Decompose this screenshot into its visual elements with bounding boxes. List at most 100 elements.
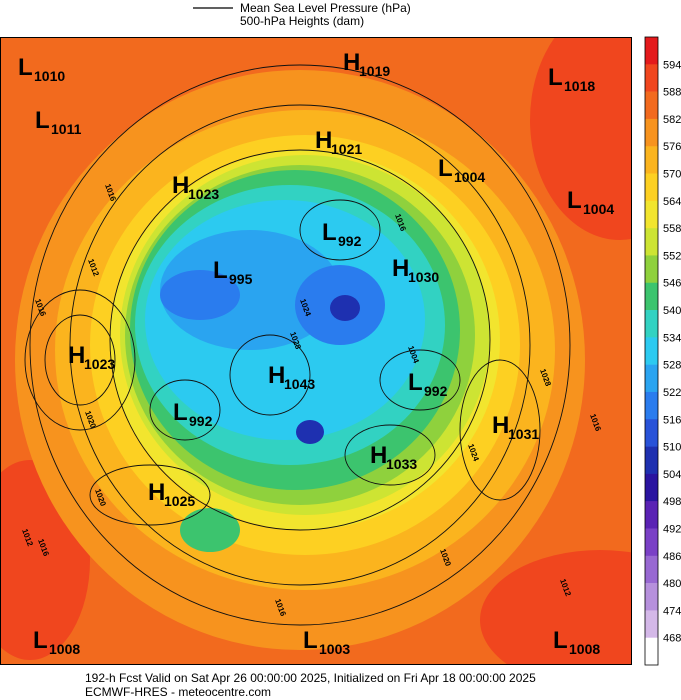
colorbar-label: 498 bbox=[663, 496, 681, 508]
center-value: 1008 bbox=[49, 641, 80, 657]
center-letter: H bbox=[492, 412, 509, 439]
colorbar-label: 522 bbox=[663, 387, 681, 399]
colorbar-swatch bbox=[645, 446, 658, 475]
colorbar-swatch bbox=[645, 91, 658, 120]
center-letter: L bbox=[322, 219, 337, 246]
pressure-center: L 992 bbox=[322, 219, 362, 249]
colorbar-swatch bbox=[645, 64, 658, 92]
center-letter: H bbox=[172, 172, 189, 199]
pressure-center: L 1008 bbox=[553, 627, 600, 657]
center-value: 1033 bbox=[386, 456, 417, 472]
center-letter: L bbox=[553, 627, 568, 654]
colorbar-label: 474 bbox=[663, 605, 681, 617]
colorbar-swatch bbox=[645, 528, 658, 557]
pressure-center: L 1003 bbox=[303, 627, 350, 657]
colorbar-label: 582 bbox=[663, 114, 681, 126]
center-letter: L bbox=[408, 369, 423, 396]
colorbar-label: 570 bbox=[663, 169, 681, 181]
colorbar-swatch bbox=[645, 310, 658, 338]
colorbar-label: 516 bbox=[663, 414, 681, 426]
colorbar-swatch bbox=[645, 473, 658, 502]
center-value: 1003 bbox=[319, 641, 350, 657]
colorbar-swatch bbox=[645, 173, 658, 202]
pressure-center: L 995 bbox=[213, 257, 253, 287]
center-letter: H bbox=[148, 479, 165, 506]
center-value: 1021 bbox=[331, 141, 362, 157]
pressure-center: L 992 bbox=[173, 399, 213, 429]
pressure-center: L 992 bbox=[408, 369, 448, 399]
colorbar-label: 528 bbox=[663, 360, 681, 372]
colorbar-label: 576 bbox=[663, 141, 681, 153]
center-letter: L bbox=[35, 107, 50, 134]
center-letter: L bbox=[213, 257, 228, 284]
center-value: 992 bbox=[338, 233, 362, 249]
center-letter: H bbox=[68, 342, 85, 369]
colorbar-label: 492 bbox=[663, 523, 681, 535]
legend-text: 500-hPa Heights (dam) bbox=[240, 14, 364, 28]
colorbar-label: 552 bbox=[663, 250, 681, 262]
colorbar-swatch bbox=[645, 555, 658, 584]
colorbar-swatch bbox=[645, 200, 658, 229]
center-value: 1023 bbox=[188, 186, 219, 202]
center-value: 995 bbox=[229, 271, 253, 287]
colorbar-frame bbox=[644, 36, 659, 666]
center-letter: H bbox=[315, 127, 332, 154]
map-frame bbox=[0, 37, 632, 665]
colorbar-label: 510 bbox=[663, 442, 681, 454]
pressure-center: L 1004 bbox=[438, 155, 485, 185]
colorbar-swatch bbox=[645, 391, 658, 420]
colorbar-label: 468 bbox=[663, 633, 681, 645]
center-letter: L bbox=[548, 64, 563, 91]
colorbar-label: 546 bbox=[663, 278, 681, 290]
colorbar-label: 588 bbox=[663, 87, 681, 99]
center-value: 1004 bbox=[454, 169, 485, 185]
colorbar-swatch bbox=[645, 364, 658, 393]
pressure-center: L 1018 bbox=[548, 64, 595, 94]
colorbar-label: 564 bbox=[663, 196, 681, 208]
colorbar-swatch bbox=[645, 637, 658, 666]
pressure-center: L 1011 bbox=[35, 107, 82, 137]
center-letter: L bbox=[438, 155, 453, 182]
center-value: 1004 bbox=[583, 201, 614, 217]
pressure-center: L 1010 bbox=[18, 54, 65, 84]
center-value: 1025 bbox=[164, 493, 195, 509]
colorbar-swatch bbox=[645, 37, 658, 65]
center-letter: L bbox=[33, 627, 48, 654]
center-letter: L bbox=[18, 54, 33, 81]
colorbar-swatch bbox=[645, 146, 658, 174]
center-value: 1043 bbox=[284, 376, 315, 392]
center-value: 1030 bbox=[408, 269, 439, 285]
colorbar-swatch bbox=[645, 583, 658, 611]
colorbar-swatch bbox=[645, 501, 658, 529]
center-value: 1011 bbox=[51, 121, 82, 137]
colorbar-label: 486 bbox=[663, 551, 681, 563]
center-value: 1018 bbox=[564, 78, 595, 94]
center-letter: L bbox=[567, 187, 582, 214]
colorbar-swatch bbox=[645, 255, 658, 284]
colorbar-label: 480 bbox=[663, 578, 681, 590]
colorbar-swatch bbox=[645, 419, 658, 447]
colorbar-swatch bbox=[645, 118, 658, 147]
colorbar-label: 558 bbox=[663, 223, 681, 235]
legend-text: Mean Sea Level Pressure (hPa) bbox=[240, 1, 411, 15]
pressure-center: L 1008 bbox=[33, 627, 80, 657]
colorbar-label: 534 bbox=[663, 332, 681, 344]
center-value: 1010 bbox=[34, 68, 65, 84]
center-letter: H bbox=[268, 362, 285, 389]
colorbar-swatch bbox=[645, 228, 658, 256]
footer-text: 192-h Fcst Valid on Sat Apr 26 00:00:00 … bbox=[85, 671, 536, 685]
colorbar-swatch bbox=[645, 282, 658, 311]
center-value: 992 bbox=[189, 413, 213, 429]
footer-text: ECMWF-HRES - meteocentre.com bbox=[85, 685, 271, 699]
